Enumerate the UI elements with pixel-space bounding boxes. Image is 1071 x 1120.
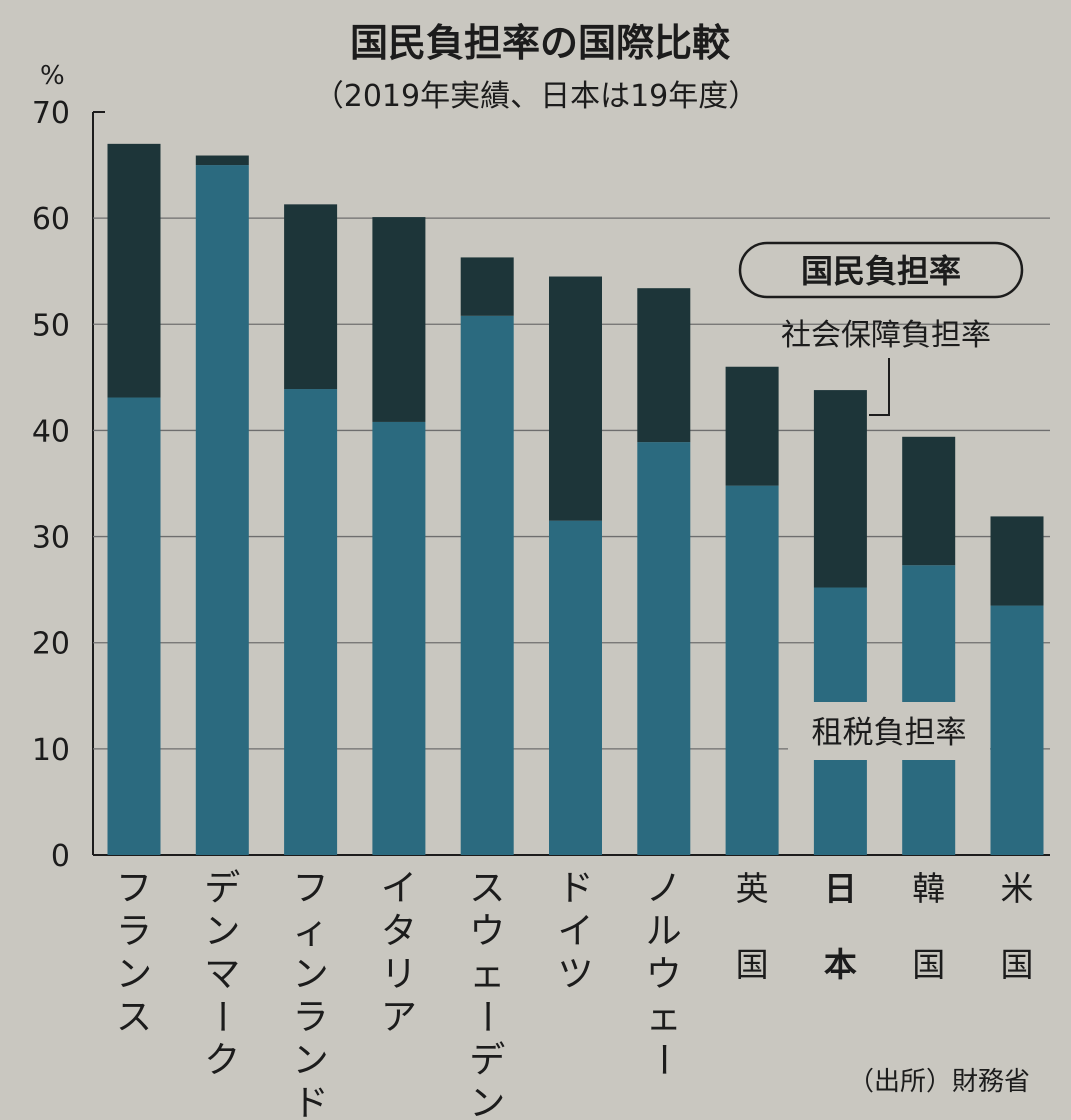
bar-tax [284, 389, 338, 855]
y-tick-label: 0 [51, 839, 70, 874]
bar-tax [372, 421, 426, 855]
bar-social-security [549, 276, 602, 521]
x-category-char: 国 [1001, 945, 1034, 984]
x-category-char: 国 [912, 945, 945, 984]
legend-tax-label: 租税負担率 [812, 715, 967, 751]
y-tick-label: 10 [32, 733, 70, 768]
x-category-char: ー [466, 998, 507, 1034]
x-category-char: ン [204, 911, 240, 952]
bar-tax [460, 315, 514, 855]
x-category-char: フ [116, 868, 152, 909]
x-category-char: ス [116, 997, 152, 1038]
x-category-char: ド [557, 868, 593, 909]
x-category-char: ド [293, 1083, 329, 1120]
bar-tax [195, 165, 249, 856]
chart-subtitle: （2019年実績、日本は19年度） [314, 79, 759, 114]
x-category-char: デ [469, 1040, 505, 1081]
y-tick-label: 60 [32, 202, 70, 237]
x-category-char: イ [557, 911, 593, 952]
y-tick-label: 30 [32, 521, 70, 556]
x-category-label: 日本 [824, 869, 857, 984]
bar-social-security [284, 204, 338, 390]
bar-tax [637, 442, 691, 855]
x-category-char: ツ [557, 954, 593, 995]
y-tick-label: 50 [32, 308, 70, 343]
x-category-label: 英国 [736, 869, 769, 984]
x-category-char: ン [116, 954, 152, 995]
bars-layer [107, 143, 1044, 856]
x-category-char: ル [646, 911, 682, 952]
chart-title: 国民負担率の国際比較 [350, 21, 731, 65]
x-category-char: ク [204, 1040, 240, 1081]
y-tick-labels: 0 10 20 30 40 50 60 70 [32, 96, 70, 874]
x-category-char: 英 [736, 869, 769, 908]
bar-tax [549, 520, 602, 855]
x-category-char: リ [381, 954, 417, 995]
x-category-char: タ [381, 911, 417, 952]
x-category-char: ェ [646, 997, 682, 1038]
x-category-char: ー [642, 1041, 683, 1077]
x-category-char: ー [201, 998, 242, 1034]
bar-social-security [195, 155, 249, 166]
legend-social-leader [869, 358, 890, 416]
bar-social-security [637, 288, 691, 443]
bar-tax [725, 485, 779, 855]
legend-total-label: 国民負担率 [801, 252, 961, 290]
bar-social-security [107, 143, 161, 398]
x-category-char: ン [469, 1083, 505, 1120]
x-category-char: デ [204, 868, 240, 909]
y-axis-unit: % [40, 61, 65, 91]
legend-total-pill [738, 241, 1024, 299]
bar-tax [990, 605, 1044, 855]
x-category-char: 国 [736, 945, 769, 984]
x-category-char: イ [381, 868, 417, 909]
bar-social-security [902, 436, 956, 566]
x-category-label: 韓国 [912, 869, 945, 984]
x-category-label: ドイツ [557, 868, 593, 995]
y-tick-label: 70 [32, 96, 70, 131]
bar-social-security [813, 390, 867, 588]
bar-tax [107, 397, 161, 855]
x-category-char: 米 [1001, 869, 1034, 908]
x-category-char: マ [204, 954, 240, 995]
legend-tax-backdrop [788, 702, 990, 760]
x-category-char: ウ [469, 911, 505, 952]
x-category-char: ィ [293, 911, 329, 952]
y-tick-label: 40 [32, 414, 70, 449]
legend-social-label: 社会保障負担率 [781, 318, 991, 353]
x-category-labels: フランスデンマークフィンランドイタリアスウェーデンドイツノルウェー英国日本韓国米… [116, 868, 1034, 1120]
x-category-char: ア [381, 997, 417, 1038]
x-category-char: ウ [646, 954, 682, 995]
x-category-char: ン [293, 1040, 329, 1081]
x-category-char: ノ [646, 868, 682, 909]
x-category-char: 本 [824, 945, 857, 984]
bar-social-security [372, 217, 426, 422]
bar-social-security [460, 257, 514, 316]
x-category-char: 韓 [912, 869, 945, 908]
x-category-label: 米国 [1001, 869, 1034, 984]
source-note: （出所）財務省 [848, 1067, 1030, 1097]
x-category-char: ラ [116, 911, 152, 952]
x-category-char: 日 [824, 869, 857, 908]
bar-social-security [990, 516, 1044, 606]
x-category-char: ェ [469, 954, 505, 995]
y-tick-label: 20 [32, 627, 70, 662]
x-category-char: フ [293, 868, 329, 909]
x-category-char: ン [293, 954, 329, 995]
x-category-char: ラ [293, 997, 329, 1038]
x-category-char: ス [469, 868, 505, 909]
bar-social-security [725, 366, 779, 486]
